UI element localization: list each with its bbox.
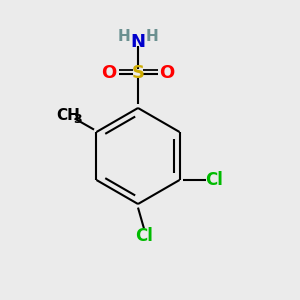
Text: O: O [102, 64, 117, 82]
Text: Cl: Cl [206, 171, 223, 189]
Text: CH: CH [56, 108, 80, 123]
Text: 3: 3 [74, 112, 82, 126]
Text: S: S [131, 64, 145, 82]
Text: N: N [130, 33, 146, 51]
Text: O: O [159, 64, 174, 82]
Text: H: H [146, 29, 159, 44]
Text: H: H [117, 29, 130, 44]
Text: Cl: Cl [135, 227, 153, 245]
